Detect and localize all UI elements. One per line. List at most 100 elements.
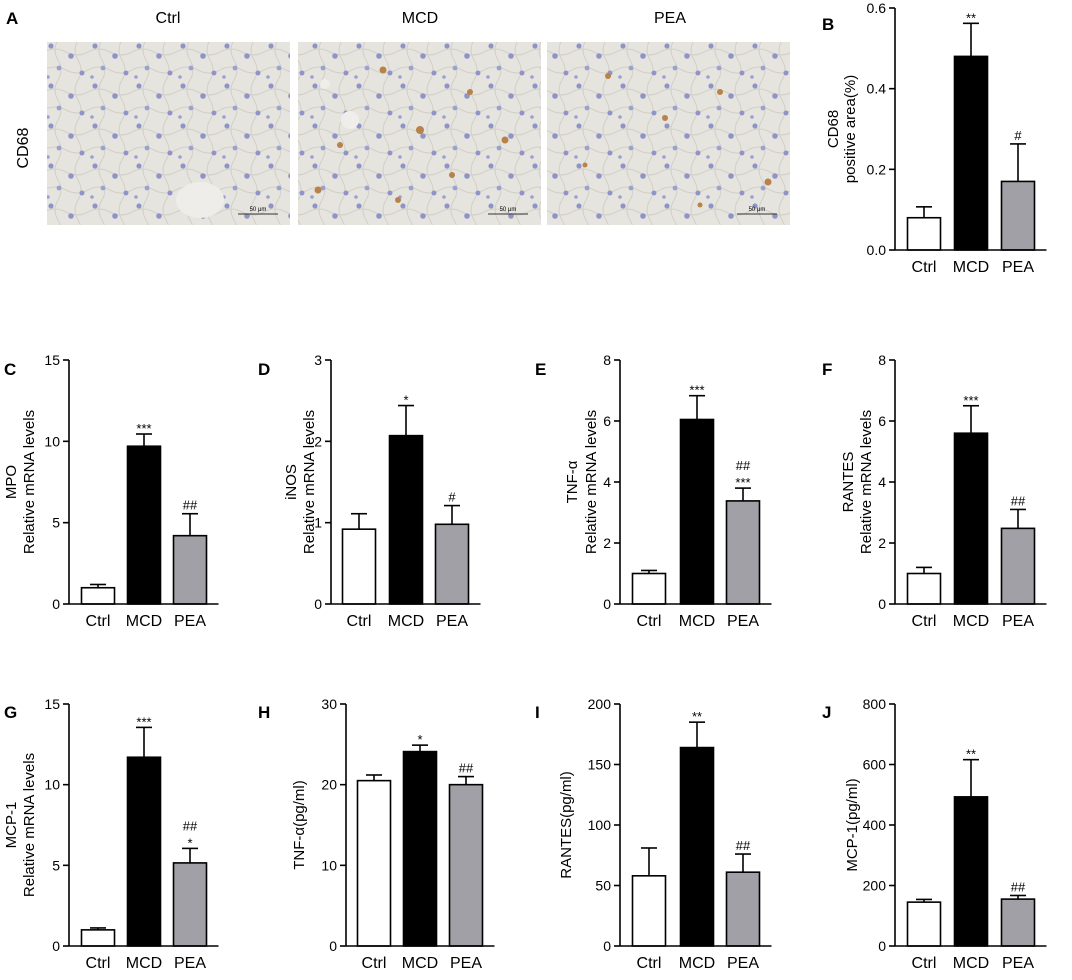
category-label-ctrl: Ctrl bbox=[637, 955, 662, 972]
panel-label-j: J bbox=[822, 703, 831, 722]
y-tick-label: 6 bbox=[603, 413, 611, 429]
significance-mark-pea: ## bbox=[183, 498, 198, 513]
condition-label-mcd: MCD bbox=[402, 10, 438, 27]
bar-ctrl bbox=[906, 216, 942, 251]
category-label-mcd: MCD bbox=[126, 613, 162, 630]
y-axis-label: TNF-α bbox=[564, 460, 581, 503]
y-tick-label: 2 bbox=[603, 535, 611, 551]
significance-mark-pea: ## bbox=[1011, 879, 1026, 894]
micrograph-panel: A Ctrl MCD PEA CD68 50 μm 50 μm bbox=[6, 9, 790, 225]
bar-mcd bbox=[679, 746, 715, 947]
chart-panel-b: B Ctrl ** MCD # PEA 0.0 0.2 0.4 0.6 CD68 positive a… bbox=[822, 0, 1047, 276]
y-tick-label: 50 bbox=[595, 878, 611, 894]
significance-mark-mcd: ** bbox=[966, 747, 976, 762]
y-tick-label: 0.0 bbox=[867, 242, 887, 258]
y-axis-label: Relative mRNA levels bbox=[583, 410, 600, 554]
y-tick-label: 10 bbox=[44, 433, 60, 449]
y-tick-label: 10 bbox=[321, 857, 337, 873]
stain-label: CD68 bbox=[15, 127, 32, 168]
significance-mark-pea: # bbox=[448, 490, 456, 505]
category-label-mcd: MCD bbox=[388, 613, 424, 630]
y-tick-label: 2 bbox=[314, 433, 322, 449]
chart-panel-j: J Ctrl ** MCD ## PEA 0 200 400 600 800 MCP-1(pg/ml) bbox=[822, 696, 1047, 972]
bar-mcd bbox=[953, 55, 989, 251]
y-tick-label: 0 bbox=[603, 938, 611, 954]
significance-mark-mcd: *** bbox=[136, 421, 151, 436]
chart-panel-h: H Ctrl * MCD ## PEA 0 10 20 30 TNF-α(pg/ml) bbox=[258, 696, 495, 972]
category-label-mcd: MCD bbox=[679, 613, 715, 630]
scale-bar-mcd: 50 μm bbox=[500, 207, 517, 213]
bar-ctrl bbox=[356, 779, 392, 947]
scale-bar-pea: 50 μm bbox=[749, 207, 766, 213]
category-label-mcd: MCD bbox=[953, 613, 989, 630]
bar-mcd bbox=[126, 445, 162, 605]
category-label-mcd: MCD bbox=[126, 955, 162, 972]
category-label-pea: PEA bbox=[436, 613, 468, 630]
y-tick-label: 2 bbox=[878, 535, 886, 551]
bar-mcd bbox=[402, 750, 438, 947]
chart-panel-f: F Ctrl *** MCD ## PEA 0 2 4 6 8 RANTES Relative mRNA… bbox=[822, 352, 1047, 630]
micrograph-mcd: 50 μm bbox=[298, 42, 541, 225]
bar-mcd bbox=[126, 756, 162, 947]
y-axis-label: RANTES bbox=[840, 452, 857, 513]
y-tick-label: 0 bbox=[878, 938, 886, 954]
category-label-pea: PEA bbox=[1002, 613, 1034, 630]
category-label-pea: PEA bbox=[1002, 259, 1034, 276]
significance-mark-mcd: *** bbox=[963, 393, 978, 408]
category-label-ctrl: Ctrl bbox=[86, 613, 111, 630]
significance-mark-mcd: *** bbox=[136, 714, 151, 729]
significance-mark-pea: ## bbox=[736, 838, 751, 853]
significance-mark-mcd: * bbox=[417, 732, 422, 747]
y-tick-label: 20 bbox=[321, 777, 337, 793]
y-tick-label: 0.6 bbox=[867, 0, 887, 16]
chart-panel-c: C Ctrl *** MCD ## PEA 0 5 10 15 MPO Relative mRNA l… bbox=[3, 352, 219, 630]
category-label-pea: PEA bbox=[727, 613, 759, 630]
scale-bar-ctrl: 50 μm bbox=[250, 207, 267, 213]
y-tick-label: 4 bbox=[878, 474, 886, 490]
y-tick-label: 4 bbox=[603, 474, 611, 490]
category-label-ctrl: Ctrl bbox=[347, 613, 372, 630]
category-label-pea: PEA bbox=[174, 955, 206, 972]
y-axis-label: MCP-1(pg/ml) bbox=[844, 778, 861, 871]
bar-pea bbox=[1000, 898, 1036, 947]
panel-label-c: C bbox=[4, 360, 16, 379]
y-axis-label: iNOS bbox=[283, 464, 300, 500]
y-tick-label: 10 bbox=[44, 777, 60, 793]
bar-pea bbox=[725, 871, 761, 947]
category-label-pea: PEA bbox=[1002, 955, 1034, 972]
bar-pea bbox=[434, 523, 470, 605]
category-label-mcd: MCD bbox=[953, 955, 989, 972]
y-axis-label: Relative mRNA levels bbox=[21, 410, 38, 554]
y-tick-label: 30 bbox=[321, 696, 337, 712]
chart-panel-i: I Ctrl ** MCD ## PEA 0 50 100 150 200 RANTES(pg/ml) bbox=[535, 696, 772, 972]
y-tick-label: 100 bbox=[588, 817, 612, 833]
y-tick-label: 200 bbox=[863, 878, 887, 894]
y-axis-label: TNF-α(pg/ml) bbox=[291, 780, 308, 870]
significance-mark-mcd: *** bbox=[689, 383, 704, 398]
chart-panel-d: D Ctrl * MCD # PEA 0 1 2 3 iNOS Relative mRNA level… bbox=[258, 352, 481, 630]
panel-label-b: B bbox=[822, 15, 834, 34]
bar-ctrl bbox=[80, 929, 116, 947]
chart-panel-e: E Ctrl *** MCD ## *** PEA 0 2 4 6 8 TNF-α Relative mR… bbox=[535, 352, 772, 630]
category-label-ctrl: Ctrl bbox=[362, 955, 387, 972]
bar-ctrl bbox=[631, 572, 667, 605]
y-axis-label: MCP-1 bbox=[3, 802, 20, 849]
category-label-ctrl: Ctrl bbox=[637, 613, 662, 630]
y-axis-label: RANTES(pg/ml) bbox=[558, 771, 575, 879]
category-label-mcd: MCD bbox=[402, 955, 438, 972]
y-tick-label: 15 bbox=[44, 352, 60, 368]
bar-mcd bbox=[388, 434, 424, 605]
category-label-ctrl: Ctrl bbox=[912, 259, 937, 276]
significance-mark-pea: *** bbox=[735, 475, 750, 490]
y-tick-label: 6 bbox=[878, 413, 886, 429]
significance-mark-pea: ## bbox=[183, 818, 198, 833]
y-tick-label: 0 bbox=[52, 938, 60, 954]
condition-label-pea: PEA bbox=[654, 10, 686, 27]
y-axis-label: positive area(%) bbox=[842, 75, 859, 183]
bar-pea bbox=[172, 534, 208, 605]
significance-mark-mcd: ** bbox=[692, 709, 702, 724]
y-tick-label: 3 bbox=[314, 352, 322, 368]
significance-mark-pea: ## bbox=[459, 761, 474, 776]
bar-ctrl bbox=[631, 875, 667, 947]
